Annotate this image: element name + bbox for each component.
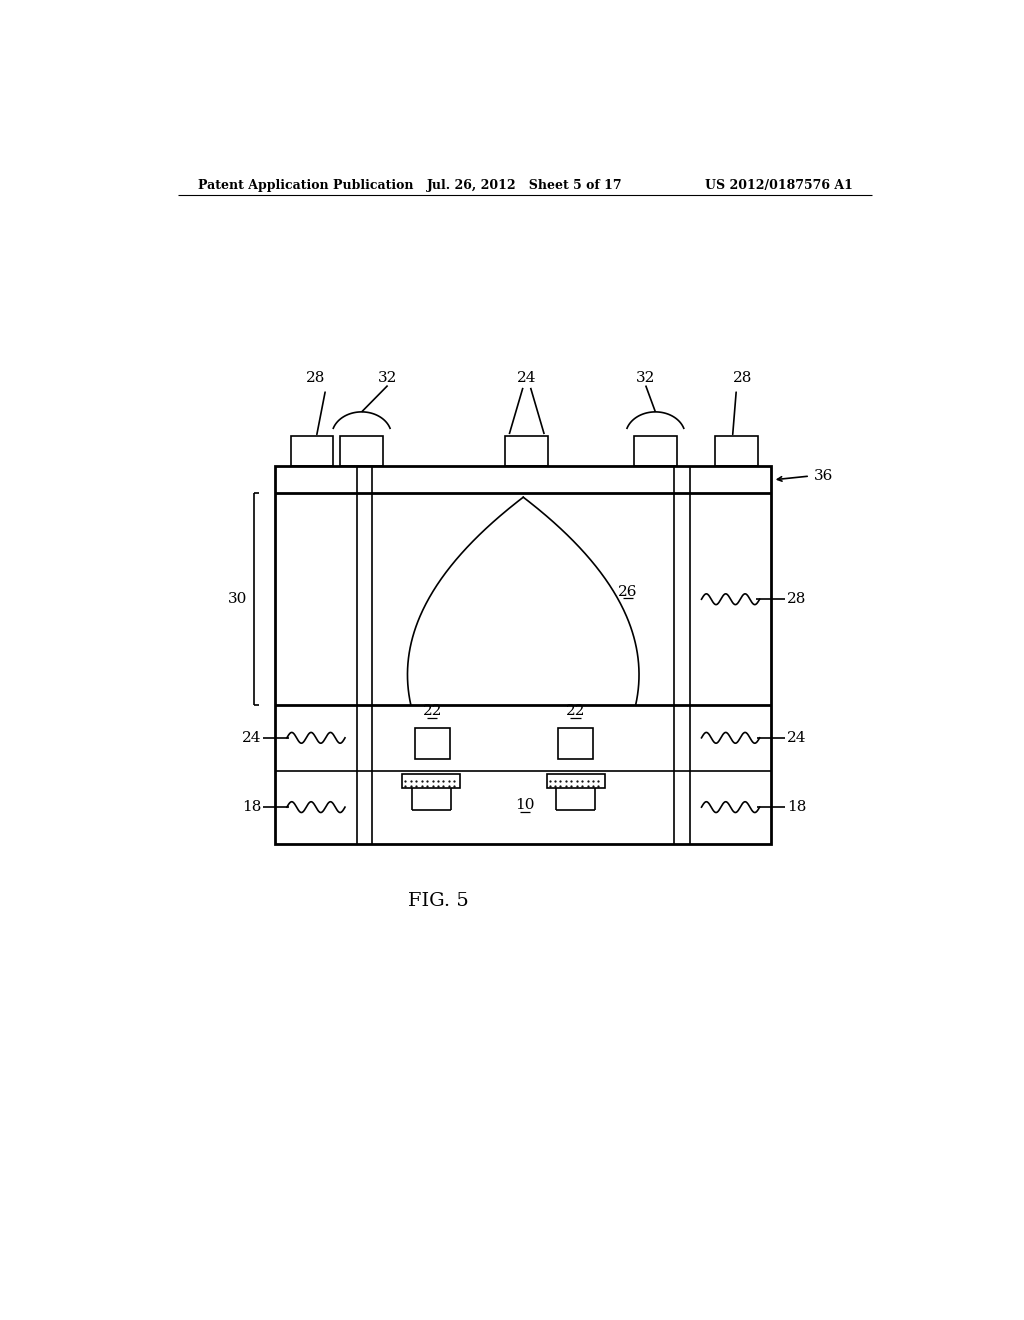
Bar: [716, 436, 758, 466]
Text: Jul. 26, 2012   Sheet 5 of 17: Jul. 26, 2012 Sheet 5 of 17: [427, 178, 623, 191]
Bar: [547, 775, 604, 788]
Bar: [275, 466, 771, 843]
Bar: [506, 436, 548, 466]
Bar: [291, 436, 334, 466]
Text: 36: 36: [814, 469, 834, 483]
Text: 18: 18: [242, 800, 261, 814]
Text: 22: 22: [423, 705, 442, 718]
Bar: [402, 775, 461, 788]
Text: 30: 30: [228, 593, 248, 606]
Bar: [558, 729, 593, 759]
Text: 24: 24: [517, 371, 537, 385]
Text: 28: 28: [733, 371, 753, 385]
Bar: [634, 436, 677, 466]
Text: 24: 24: [242, 731, 261, 744]
Text: 32: 32: [636, 371, 655, 385]
Text: 28: 28: [306, 371, 326, 385]
Bar: [340, 436, 383, 466]
Text: 28: 28: [786, 593, 806, 606]
Text: 18: 18: [786, 800, 806, 814]
Text: Patent Application Publication: Patent Application Publication: [198, 178, 414, 191]
Text: 26: 26: [618, 585, 638, 598]
Text: FIG. 5: FIG. 5: [408, 892, 468, 911]
Bar: [415, 729, 450, 759]
Text: 22: 22: [566, 705, 586, 718]
Text: 32: 32: [378, 371, 397, 385]
Text: US 2012/0187576 A1: US 2012/0187576 A1: [705, 178, 853, 191]
Text: 24: 24: [786, 731, 806, 744]
Text: 10: 10: [515, 799, 535, 812]
